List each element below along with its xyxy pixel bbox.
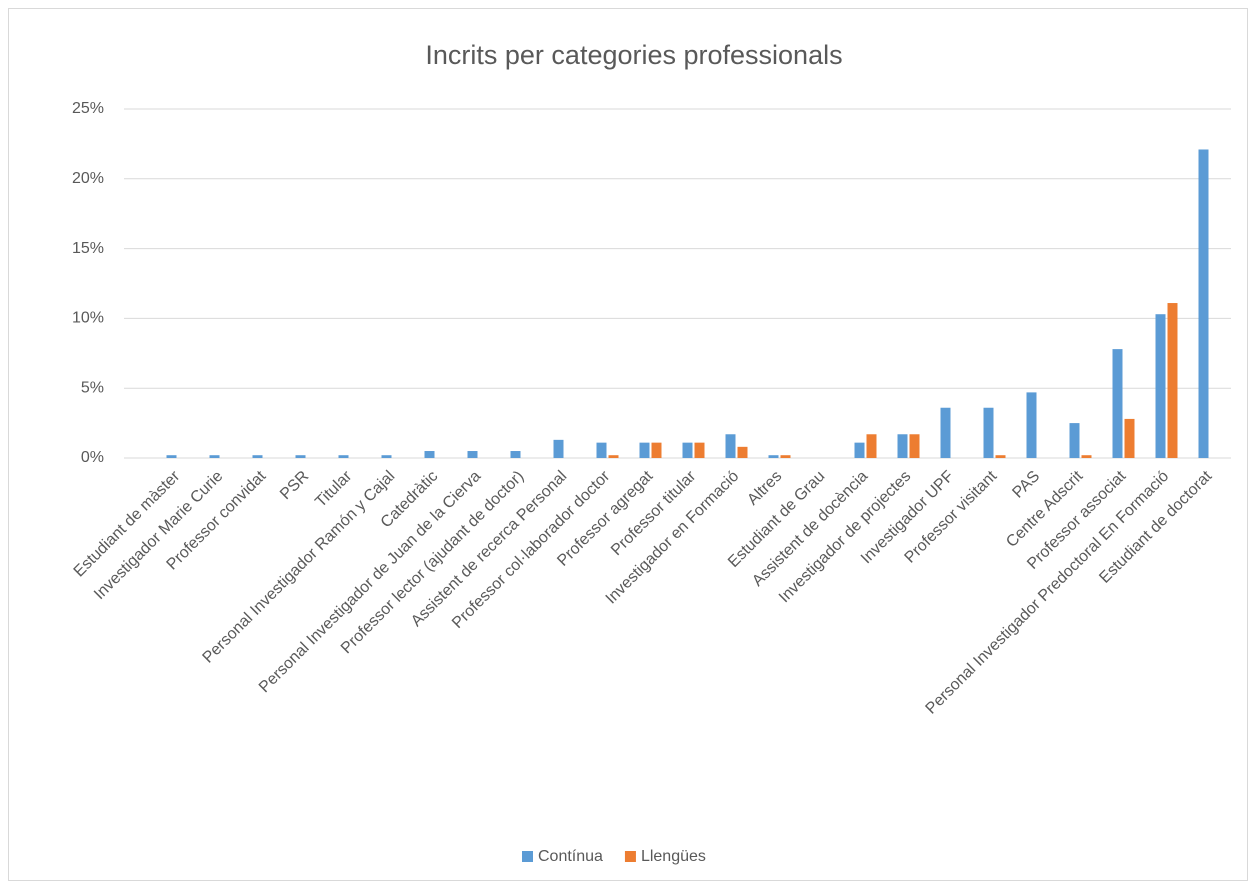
bar: [252, 455, 263, 458]
bar: [1112, 349, 1123, 458]
bar: [166, 455, 177, 458]
y-tick-label: 15%: [72, 240, 104, 257]
chart-title: Incrits per categories professionals: [425, 40, 842, 70]
y-tick-label: 25%: [72, 100, 104, 117]
bar: [725, 434, 736, 458]
bar: [940, 407, 951, 458]
bar: [909, 434, 920, 458]
legend-label: Llengües: [641, 848, 706, 865]
bar: [608, 455, 619, 458]
bar: [983, 407, 994, 458]
bar: [1124, 418, 1135, 458]
bar: [424, 451, 435, 458]
bar: [854, 442, 865, 458]
y-tick-label: 10%: [72, 310, 104, 327]
bar: [780, 455, 791, 458]
bar: [381, 455, 392, 458]
bar: [651, 442, 662, 458]
bar: [694, 442, 705, 458]
bar: [295, 455, 306, 458]
legend-label: Contínua: [538, 848, 603, 865]
y-tick-label: 5%: [81, 379, 104, 396]
bar: [995, 455, 1006, 458]
legend-swatch: [522, 851, 533, 862]
bar: [1167, 303, 1178, 458]
bar: [1081, 455, 1092, 458]
y-tick-label: 0%: [81, 449, 104, 466]
bar: [768, 455, 779, 458]
bar: [1155, 314, 1166, 458]
bar: [866, 434, 877, 458]
y-tick-label: 20%: [72, 170, 104, 187]
legend-swatch: [624, 851, 636, 862]
bar: [338, 455, 349, 458]
bar: [639, 442, 650, 458]
bar: [1069, 423, 1080, 458]
bar: [467, 451, 478, 458]
bar: [553, 439, 564, 458]
bar: [1026, 392, 1037, 458]
bar: [897, 434, 908, 458]
bar: [209, 455, 220, 458]
bar: [737, 446, 748, 458]
bar: [510, 451, 521, 458]
bar: [1198, 149, 1209, 458]
chart-frame: [8, 8, 1248, 881]
bar: [596, 442, 607, 458]
bar: [682, 442, 693, 458]
